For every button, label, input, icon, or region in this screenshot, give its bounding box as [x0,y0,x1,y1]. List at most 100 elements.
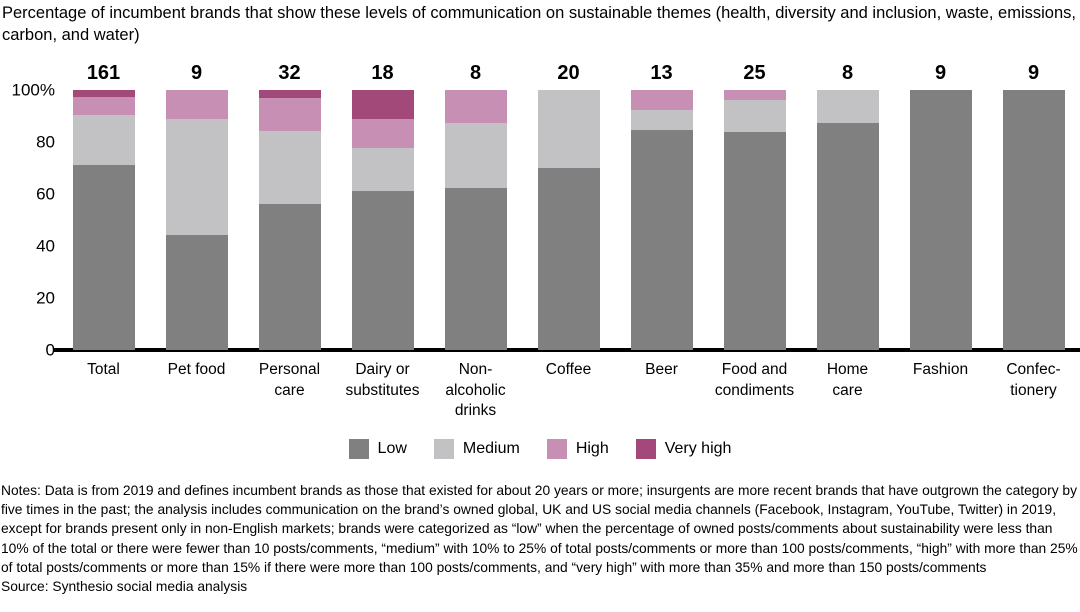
bar-segment-high [630,90,693,111]
bar-column: 8 Non- alcoholic drinks [429,62,522,419]
bar-segment-medium [630,110,693,131]
y-tick-label: 60 [36,184,55,204]
stacked-bar [72,90,135,350]
y-tick-label: 80 [36,132,55,152]
bar-segment-low [72,165,135,350]
bar-segment-low [816,122,879,350]
stacked-bar [537,90,600,350]
source-text: Source: Synthesio social media analysis [1,579,248,595]
bar-column: 9 Confec- tionery [987,62,1080,399]
x-axis-category-label: Home care [826,361,869,399]
bar-segment-medium [537,90,600,168]
bar-count-label: 8 [841,62,854,84]
stacked-bar [723,90,786,350]
legend-swatch [546,439,567,459]
x-axis-category-label: Personal care [258,361,321,399]
bar-column: 32 Personal care [243,62,336,399]
legend-label: Very high [664,440,732,457]
legend-swatch [433,439,454,459]
x-axis-category-label: Confec- tionery [1006,361,1061,399]
bar-segment-high [351,118,414,148]
x-axis-line [53,348,1080,352]
bar-count-label: 13 [650,62,673,84]
legend-item-low: Low [348,439,407,459]
legend: Low Medium High Very high [0,439,1080,459]
bar-segment-low [351,191,414,350]
legend-label: High [575,440,609,457]
bar-segment-medium [165,119,228,235]
legend-item-medium: Medium [433,439,520,459]
bar-column: 13 Beer [615,62,708,378]
stacked-bar [630,90,693,350]
stacked-bar [165,90,228,350]
bar-count-label: 9 [934,62,947,84]
bar-count-label: 9 [190,62,203,84]
bar-segment-very-high [258,90,321,99]
y-tick-label: 40 [36,236,55,256]
bar-segment-high [258,98,321,131]
stacked-bar [351,90,414,350]
bar-segment-low [165,234,228,350]
stacked-bar [444,90,507,350]
bar-segment-low [909,90,972,350]
chart-title: Percentage of incumbent brands that show… [2,4,1076,44]
bar-column: 25 Food and condiments [708,62,801,399]
bar-column: 9 Pet food [150,62,243,378]
bar-count-label: 32 [278,62,301,84]
y-tick-label: 100% [11,80,55,100]
bar-segment-high [444,90,507,123]
bar-segment-low [723,131,786,350]
bar-segment-medium [816,90,879,123]
x-axis-category-label: Total [87,361,120,378]
bar-segment-low [444,187,507,350]
bar-segment-medium [723,100,786,132]
bar-column: 20 Coffee [522,62,615,378]
legend-swatch [635,439,656,459]
bar-column: 18 Dairy or substitutes [336,62,429,399]
x-axis-category-label: Food and condiments [714,361,795,399]
bar-column: 8 Home care [801,62,894,399]
bar-segment-high [165,90,228,120]
bar-segment-low [537,168,600,350]
bar-segment-medium [444,122,507,188]
notes-block: Notes: Data is from 2019 and defines inc… [1,481,1079,596]
bar-segment-high [723,90,786,101]
bar-segment-low [1002,90,1065,350]
x-axis-category-label: Pet food [167,361,226,378]
legend-label: Low [377,440,407,457]
bar-segment-medium [351,147,414,192]
stacked-bar [1002,90,1065,350]
bar-column: 161 Total [57,62,150,378]
bar-segment-very-high [351,90,414,119]
bar-segment-low [258,203,321,350]
bar-count-label: 161 [86,62,121,84]
x-axis-category-label: Coffee [545,361,592,378]
x-axis-category-label: Fashion [912,361,969,378]
bar-segment-medium [72,114,135,166]
bar-column: 9 Fashion [894,62,987,378]
legend-label: Medium [462,440,520,457]
y-axis: 100% 80 60 40 20 0 [0,0,58,612]
x-axis-category-label: Non- alcoholic drinks [445,361,506,419]
bar-count-label: 20 [557,62,580,84]
legend-item-high: High [546,439,609,459]
stacked-bar [816,90,879,350]
legend-item-very-high: Very high [635,439,732,459]
stacked-bar [909,90,972,350]
bar-segment-high [72,96,135,115]
bar-segment-low [630,130,693,350]
bar-count-label: 18 [371,62,394,84]
y-tick-label: 20 [36,288,55,308]
bar-count-label: 9 [1027,62,1040,84]
bar-count-label: 8 [469,62,482,84]
y-tick-label: 0 [45,340,55,360]
x-axis-category-label: Beer [645,361,678,378]
bar-segment-medium [258,130,321,204]
notes-text: Notes: Data is from 2019 and defines inc… [1,483,1078,575]
bar-count-label: 25 [743,62,766,84]
x-axis-category-label: Dairy or substitutes [345,361,420,399]
plot-area: 161 Total 9 Pet food 32 Personal care 18 Dairy … [57,62,1080,419]
bar-segment-very-high [72,90,135,97]
stacked-bar [258,90,321,350]
legend-swatch [348,439,369,459]
